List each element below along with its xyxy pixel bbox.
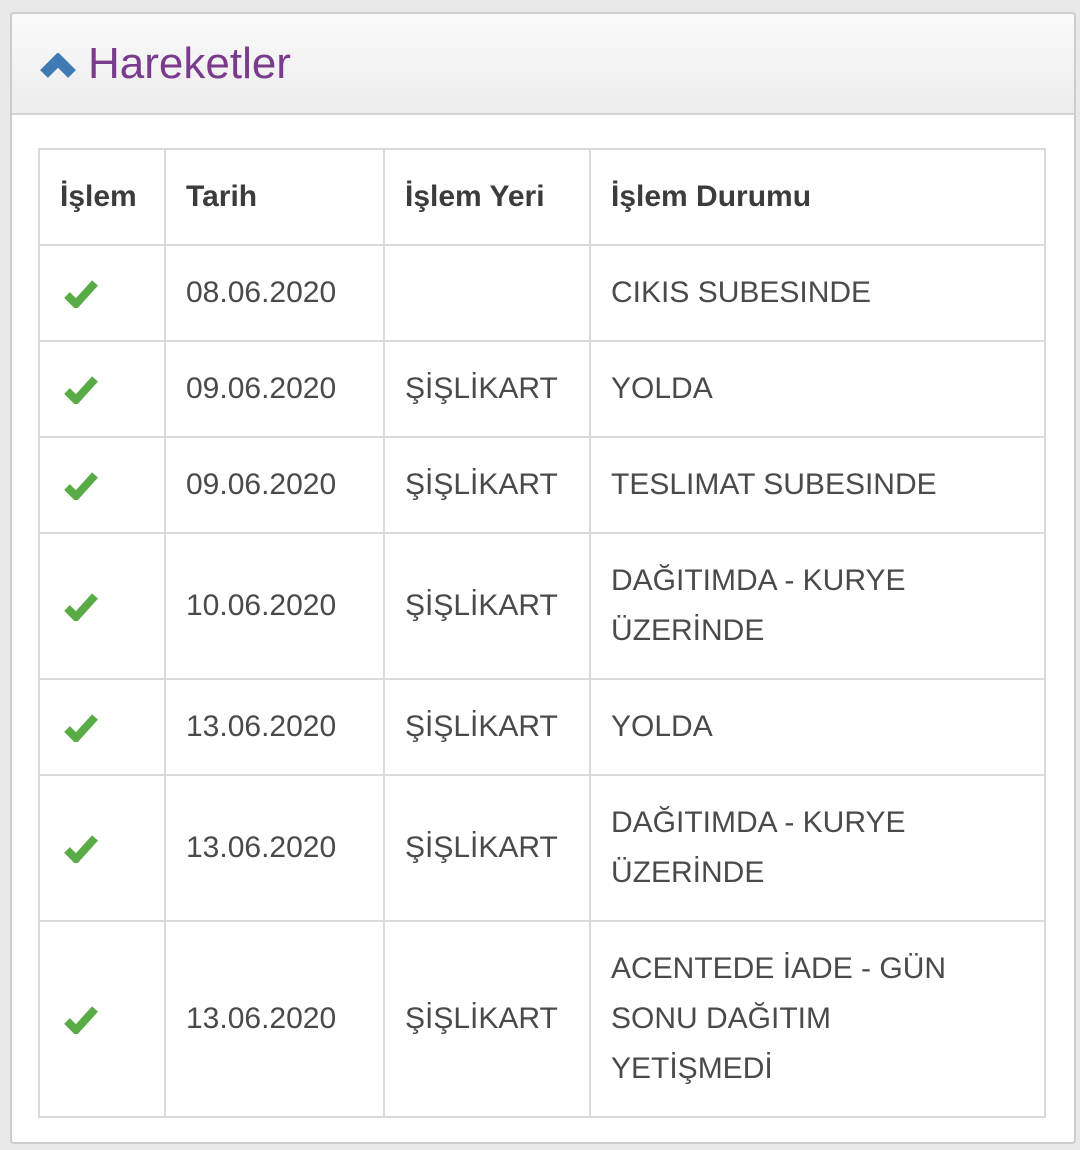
cell-islem-durumu: CIKIS SUBESINDE: [589, 244, 1046, 342]
table-row: 13.06.2020 ŞİŞLİKART ACENTEDE İADE - GÜN…: [38, 920, 1046, 1118]
cell-islem-yeri: ŞİŞLİKART: [383, 920, 591, 1118]
table-row: 09.06.2020 ŞİŞLİKART TESLIMAT SUBESINDE: [38, 436, 1046, 534]
check-icon: [64, 1006, 98, 1035]
cell-islem-yeri: ŞİŞLİKART: [383, 340, 591, 438]
cell-islem-durumu: YOLDA: [589, 678, 1046, 776]
table-row: 13.06.2020 ŞİŞLİKART DAĞITIMDA - KURYE Ü…: [38, 774, 1046, 922]
cell-islem-yeri: [383, 244, 591, 342]
movements-table: İşlem Tarih İşlem Yeri İşlem Durumu 08.0…: [38, 148, 1046, 1118]
cell-tarih: 09.06.2020: [164, 436, 385, 534]
movements-panel: Hareketler İşlem Tarih İşlem Yeri İşlem …: [10, 12, 1076, 1144]
cell-tarih: 08.06.2020: [164, 244, 385, 342]
check-icon: [64, 593, 98, 622]
table-row: 13.06.2020 ŞİŞLİKART YOLDA: [38, 678, 1046, 776]
cell-islem: [38, 678, 166, 776]
section-title: Hareketler: [88, 38, 291, 88]
table-row: 08.06.2020 CIKIS SUBESINDE: [38, 244, 1046, 342]
check-icon: [64, 376, 98, 405]
table-header-row: İşlem Tarih İşlem Yeri İşlem Durumu: [38, 148, 1046, 246]
cell-islem: [38, 774, 166, 922]
cell-islem: [38, 436, 166, 534]
cell-islem-durumu: DAĞITIMDA - KURYE ÜZERİNDE: [589, 774, 1046, 922]
movements-table-body: 08.06.2020 CIKIS SUBESINDE 09.06.2020 Şİ…: [38, 244, 1046, 1118]
cell-islem: [38, 920, 166, 1118]
cell-islem-yeri: ŞİŞLİKART: [383, 532, 591, 680]
cell-tarih: 13.06.2020: [164, 678, 385, 776]
cell-islem: [38, 244, 166, 342]
cell-islem-yeri: ŞİŞLİKART: [383, 774, 591, 922]
column-header-tarih: Tarih: [164, 148, 385, 246]
column-header-islem: İşlem: [38, 148, 166, 246]
cell-tarih: 10.06.2020: [164, 532, 385, 680]
cell-islem-yeri: ŞİŞLİKART: [383, 678, 591, 776]
cell-islem-durumu: YOLDA: [589, 340, 1046, 438]
check-icon: [64, 714, 98, 743]
cell-tarih: 13.06.2020: [164, 920, 385, 1118]
table-row: 10.06.2020 ŞİŞLİKART DAĞITIMDA - KURYE Ü…: [38, 532, 1046, 680]
check-icon: [64, 280, 98, 309]
movements-section-toggle[interactable]: Hareketler: [12, 14, 1074, 115]
cell-islem: [38, 340, 166, 438]
cell-islem-durumu: DAĞITIMDA - KURYE ÜZERİNDE: [589, 532, 1046, 680]
chevron-up-icon: [38, 52, 78, 81]
column-header-islem-durumu: İşlem Durumu: [589, 148, 1046, 246]
cell-islem-durumu: TESLIMAT SUBESINDE: [589, 436, 1046, 534]
check-icon: [64, 835, 98, 864]
check-icon: [64, 472, 98, 501]
table-header: İşlem Tarih İşlem Yeri İşlem Durumu: [38, 148, 1046, 246]
cell-tarih: 13.06.2020: [164, 774, 385, 922]
cell-islem-durumu: ACENTEDE İADE - GÜN SONU DAĞITIM YETİŞME…: [589, 920, 1046, 1118]
cell-islem: [38, 532, 166, 680]
table-row: 09.06.2020 ŞİŞLİKART YOLDA: [38, 340, 1046, 438]
movements-panel-body: İşlem Tarih İşlem Yeri İşlem Durumu 08.0…: [12, 115, 1074, 1118]
cell-tarih: 09.06.2020: [164, 340, 385, 438]
cell-islem-yeri: ŞİŞLİKART: [383, 436, 591, 534]
column-header-islem-yeri: İşlem Yeri: [383, 148, 591, 246]
